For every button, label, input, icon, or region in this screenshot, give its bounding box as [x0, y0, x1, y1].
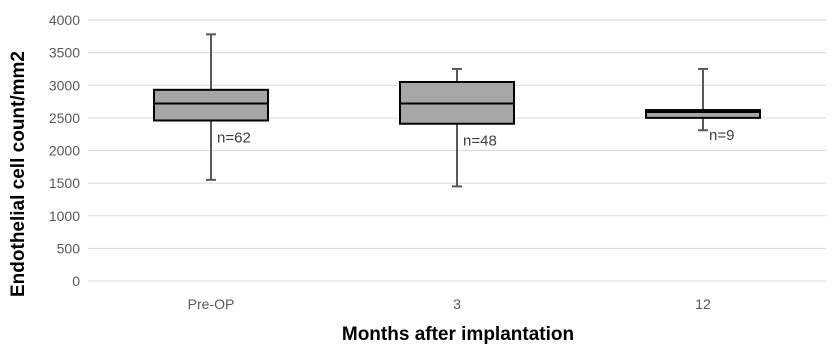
y-tick-label: 1500 — [49, 175, 80, 191]
box-iqr — [153, 88, 269, 122]
y-tick-label: 3000 — [49, 77, 80, 93]
x-tick-label: 3 — [453, 296, 461, 312]
y-tick-label: 0 — [72, 273, 80, 289]
x-tick-label: 12 — [695, 296, 711, 312]
box-group: n=9 — [645, 67, 761, 144]
sample-size-label: n=62 — [217, 129, 251, 146]
y-tick-label: 2000 — [49, 143, 80, 159]
y-tick-label: 2500 — [49, 110, 80, 126]
y-tick-labels: 0 500 1000 1500 2000 2500 3000 3500 4000 — [49, 12, 80, 289]
y-tick-label: 1000 — [49, 208, 80, 224]
y-tick-label: 500 — [57, 240, 81, 256]
boxes: n=62 n=48 n=9 — [153, 33, 761, 188]
x-tick-labels: Pre-OP 3 12 — [188, 296, 711, 312]
sample-size-label: n=48 — [463, 133, 497, 150]
x-axis-title: Months after implantation — [342, 324, 574, 345]
box-group: n=48 — [399, 67, 515, 188]
box-group: n=62 — [153, 33, 269, 181]
box-iqr — [645, 109, 761, 119]
y-tick-label: 3500 — [49, 45, 80, 61]
x-tick-label: Pre-OP — [188, 296, 235, 312]
y-axis-title: Endothelial cell count/mm2 — [8, 51, 29, 297]
sample-size-label: n=9 — [709, 127, 734, 144]
y-tick-label: 4000 — [49, 12, 80, 28]
